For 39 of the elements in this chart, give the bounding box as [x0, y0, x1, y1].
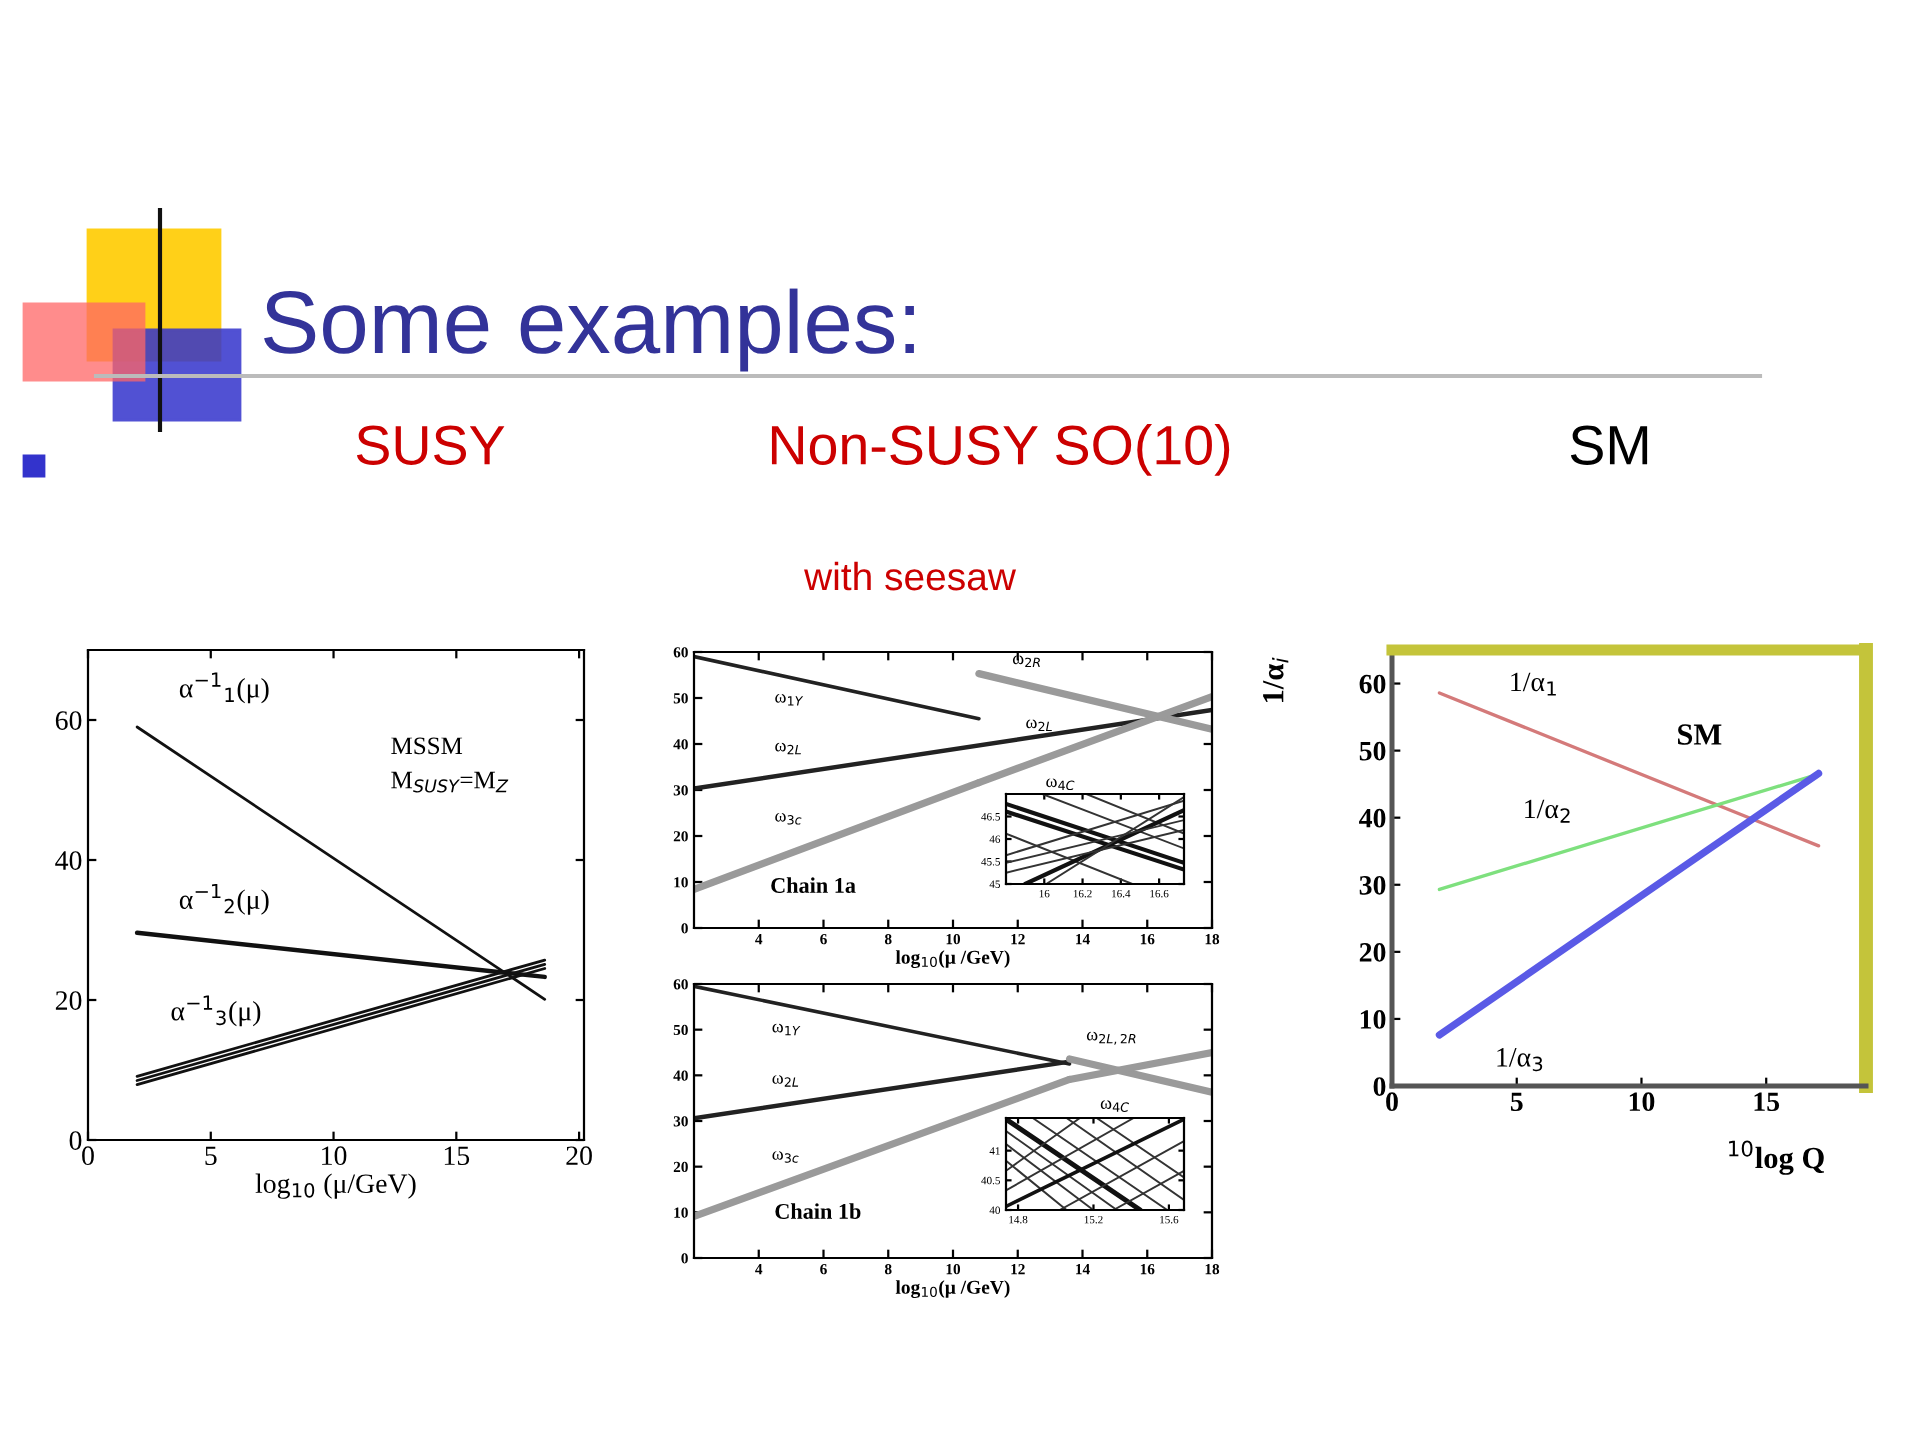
series-label: ω$_{1Y}$ — [772, 1023, 801, 1036]
x-tick-label: 15 — [444, 1146, 470, 1166]
y-tick-label: 50 — [1359, 741, 1386, 761]
chart-subtitle: with seesaw — [804, 561, 1017, 591]
x-tick-label: 10 — [322, 1146, 347, 1166]
chart-title: SM — [1570, 425, 1648, 465]
y-tick-label: 0 — [69, 1131, 82, 1150]
y-tick-label: 40 — [55, 851, 82, 870]
annotation: SM — [1678, 724, 1722, 745]
x-axis-title: $^{10}$log Q — [1729, 1140, 1824, 1175]
x-tick-label: 5 — [1510, 1092, 1523, 1112]
series-label: 1/α$_{1}$ — [1511, 672, 1556, 696]
chart-title: SUSY — [356, 425, 505, 465]
series-label: ω$_{2L,2R}$ — [1086, 1031, 1136, 1045]
y-tick-label: 60 — [1359, 674, 1386, 694]
y-axis-title: 1/α$_{i}$ — [1263, 657, 1289, 703]
annotation: MSSM — [391, 737, 463, 755]
x-tick-label: 15 — [1754, 1092, 1780, 1112]
x-axis-title: log$_{10}$(μ /GeV) — [895, 950, 1010, 968]
series-label: 1/α$_{2}$ — [1525, 799, 1570, 823]
x-tick-label: 20 — [566, 1146, 592, 1166]
y-tick-label: 40 — [1359, 808, 1386, 828]
x-axis-title: log$_{10}$(μ /GeV) — [895, 1280, 1010, 1298]
y-tick-label: 20 — [55, 991, 82, 1010]
x-tick-label: 5 — [205, 1146, 217, 1166]
chart-title: Non-SUSY SO(10) — [771, 424, 1230, 476]
text: Some examples: — [264, 288, 914, 372]
series-label: α$^{−1}$$_{1}$(μ) — [179, 672, 269, 704]
x-axis-title: log$_{10}$ (μ/GeV) — [255, 1173, 416, 1199]
series-label: ω$_{2R}$ — [1012, 655, 1040, 668]
y-tick-label: 60 — [55, 711, 82, 730]
y-tick-label: 30 — [1359, 875, 1386, 895]
x-tick-label: 10 — [1629, 1092, 1655, 1112]
y-tick-label: 0 — [1373, 1077, 1386, 1096]
series-label: α$^{−1}$$_{3}$(μ) — [171, 995, 261, 1027]
series-label: α$^{−1}$$_{2}$(μ) — [179, 883, 269, 915]
y-tick-label: 10 — [1360, 1010, 1386, 1029]
annotation: M$_{SUSY}$=M$_{Z}$ — [391, 771, 509, 793]
series-label: 1/α$_{3}$ — [1497, 1048, 1543, 1072]
